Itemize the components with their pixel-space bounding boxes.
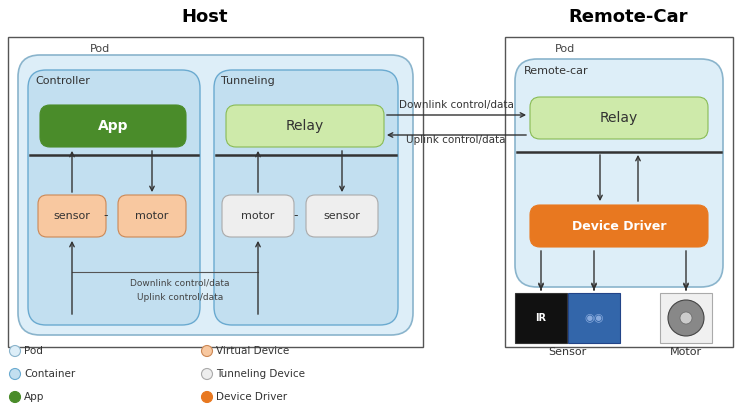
Circle shape — [10, 392, 21, 403]
Circle shape — [201, 392, 212, 403]
Text: Downlink control/data: Downlink control/data — [130, 279, 229, 288]
Text: Relay: Relay — [286, 119, 324, 133]
FancyBboxPatch shape — [38, 195, 106, 237]
Text: Remote-Car: Remote-Car — [568, 8, 688, 26]
Circle shape — [680, 312, 692, 324]
Bar — [505, 37, 733, 347]
Circle shape — [668, 300, 704, 336]
Text: Tunneling: Tunneling — [221, 76, 275, 86]
Circle shape — [201, 368, 212, 379]
Text: -: - — [294, 210, 298, 223]
Text: App: App — [24, 392, 45, 402]
Text: Controller: Controller — [35, 76, 90, 86]
Text: sensor: sensor — [54, 211, 90, 221]
FancyBboxPatch shape — [226, 105, 384, 147]
Text: Device Driver: Device Driver — [571, 219, 666, 232]
FancyBboxPatch shape — [306, 195, 378, 237]
Bar — [660, 293, 712, 343]
Text: Downlink control/data: Downlink control/data — [399, 100, 513, 110]
Circle shape — [201, 346, 212, 357]
Circle shape — [10, 346, 21, 357]
FancyBboxPatch shape — [222, 195, 294, 237]
Text: Device Driver: Device Driver — [216, 392, 287, 402]
FancyBboxPatch shape — [530, 97, 708, 139]
FancyBboxPatch shape — [18, 55, 413, 335]
Text: Pod: Pod — [24, 346, 43, 356]
Text: Container: Container — [24, 369, 75, 379]
Text: Tunneling Device: Tunneling Device — [216, 369, 305, 379]
Text: Motor: Motor — [670, 347, 702, 357]
Bar — [515, 293, 567, 343]
FancyBboxPatch shape — [118, 195, 186, 237]
Text: IR: IR — [536, 313, 547, 323]
Text: Relay: Relay — [600, 111, 638, 125]
Text: App: App — [98, 119, 128, 133]
Text: motor: motor — [136, 211, 168, 221]
Bar — [8, 37, 423, 347]
FancyBboxPatch shape — [530, 205, 708, 247]
Bar — [568, 293, 620, 343]
Text: ◉◉: ◉◉ — [584, 313, 603, 323]
Text: motor: motor — [241, 211, 275, 221]
Text: Virtual Device: Virtual Device — [216, 346, 289, 356]
Text: Pod: Pod — [90, 44, 110, 54]
Text: -: - — [104, 210, 108, 223]
FancyBboxPatch shape — [28, 70, 200, 325]
Text: Uplink control/data: Uplink control/data — [406, 135, 506, 145]
Text: sensor: sensor — [323, 211, 361, 221]
Text: Sensor: Sensor — [548, 347, 586, 357]
FancyBboxPatch shape — [40, 105, 186, 147]
Text: Host: Host — [182, 8, 228, 26]
FancyBboxPatch shape — [214, 70, 398, 325]
Circle shape — [10, 368, 21, 379]
Text: Remote-car: Remote-car — [524, 66, 589, 76]
Text: Pod: Pod — [555, 44, 575, 54]
Text: Uplink control/data: Uplink control/data — [137, 293, 223, 302]
FancyBboxPatch shape — [515, 59, 723, 287]
